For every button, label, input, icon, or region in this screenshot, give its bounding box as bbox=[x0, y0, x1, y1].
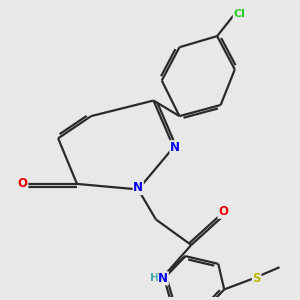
Text: H: H bbox=[150, 273, 159, 283]
Text: N: N bbox=[158, 272, 168, 285]
Text: N: N bbox=[133, 182, 143, 194]
Text: O: O bbox=[18, 177, 28, 190]
Text: S: S bbox=[252, 272, 261, 285]
Text: Cl: Cl bbox=[233, 9, 245, 19]
Text: O: O bbox=[218, 205, 228, 218]
Text: N: N bbox=[170, 141, 180, 154]
